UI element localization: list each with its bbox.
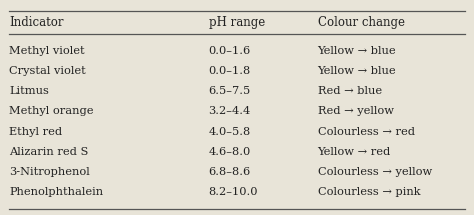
Text: 3-Nitrophenol: 3-Nitrophenol — [9, 167, 90, 177]
Text: 3.2–4.4: 3.2–4.4 — [209, 106, 251, 116]
Text: 6.5–7.5: 6.5–7.5 — [209, 86, 251, 96]
Text: Red → yellow: Red → yellow — [318, 106, 393, 116]
Text: Ethyl red: Ethyl red — [9, 127, 63, 137]
Text: 4.6–8.0: 4.6–8.0 — [209, 147, 251, 157]
Text: Phenolphthalein: Phenolphthalein — [9, 187, 104, 197]
Text: pH range: pH range — [209, 16, 265, 29]
Text: Indicator: Indicator — [9, 16, 64, 29]
Text: Red → blue: Red → blue — [318, 86, 382, 96]
Text: Colourless → yellow: Colourless → yellow — [318, 167, 432, 177]
Text: Alizarin red S: Alizarin red S — [9, 147, 89, 157]
Text: 0.0–1.6: 0.0–1.6 — [209, 46, 251, 56]
Text: Yellow → blue: Yellow → blue — [318, 66, 396, 76]
Text: 8.2–10.0: 8.2–10.0 — [209, 187, 258, 197]
Text: Yellow → red: Yellow → red — [318, 147, 391, 157]
Text: 0.0–1.8: 0.0–1.8 — [209, 66, 251, 76]
Text: Yellow → blue: Yellow → blue — [318, 46, 396, 56]
Text: Colour change: Colour change — [318, 16, 405, 29]
Text: 4.0–5.8: 4.0–5.8 — [209, 127, 251, 137]
Text: Methyl orange: Methyl orange — [9, 106, 94, 116]
Text: Colourless → pink: Colourless → pink — [318, 187, 420, 197]
Text: Litmus: Litmus — [9, 86, 49, 96]
Text: Methyl violet: Methyl violet — [9, 46, 85, 56]
Text: Crystal violet: Crystal violet — [9, 66, 86, 76]
Text: 6.8–8.6: 6.8–8.6 — [209, 167, 251, 177]
Text: Colourless → red: Colourless → red — [318, 127, 415, 137]
